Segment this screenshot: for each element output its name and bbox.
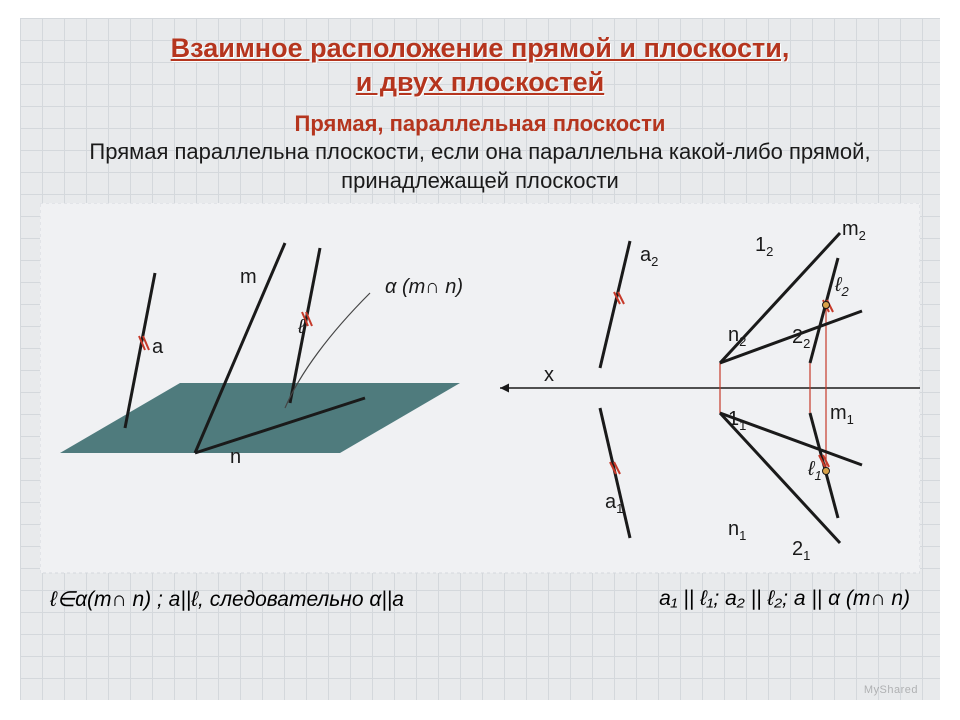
title-line1: Взаимное расположение прямой и плоскости… [171,33,790,63]
svg-text:n: n [230,446,241,468]
svg-text:m: m [240,266,257,288]
title-line2: и двух плоскостей [356,67,604,97]
watermark: MyShared [864,684,918,696]
svg-text:α (m∩ n): α (m∩ n) [385,276,463,298]
definition-text: Прямая параллельна плоскости, если она п… [40,138,920,195]
slide-panel: Взаимное расположение прямой и плоскости… [20,18,940,700]
subtitle: Прямая, параллельная плоскости [40,110,920,139]
diagram-area: amnℓα (m∩ n)x11122122a2a1m2n2ℓ2m1n1ℓ1 [40,203,920,583]
svg-text:x: x [544,364,554,386]
slide-title: Взаимное расположение прямой и плоскости… [40,32,920,100]
diagram-svg: amnℓα (m∩ n)x11122122a2a1m2n2ℓ2m1n1ℓ1 [40,203,920,583]
conclusion-right: a₁ || ℓ₁; a₂ || ℓ₂; a || α (m∩ n) [659,587,910,612]
conclusion-left: ℓ∈α(m∩ n) ; a||ℓ, следовательно α||a [50,587,404,612]
svg-text:a: a [152,336,164,358]
conclusion-row: ℓ∈α(m∩ n) ; a||ℓ, следовательно α||a a₁ … [40,583,920,612]
